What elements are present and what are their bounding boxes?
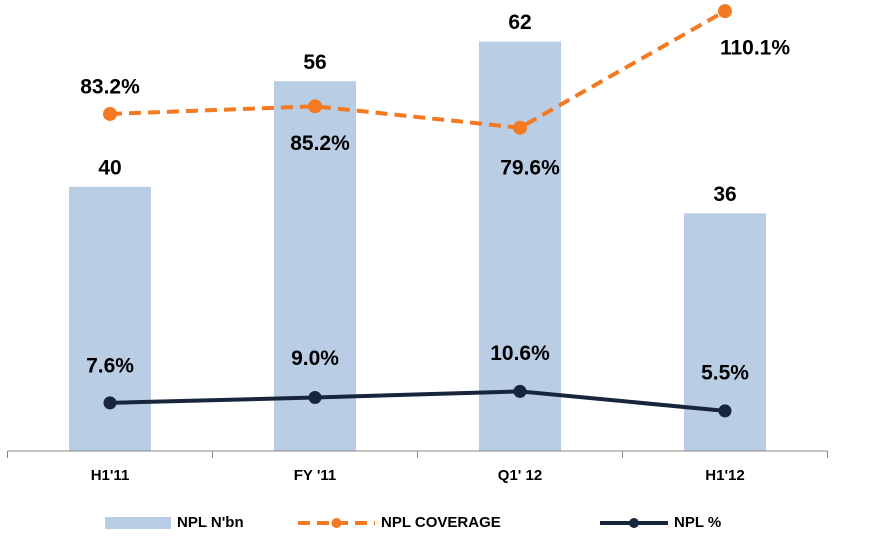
- legend-marker: [331, 518, 342, 528]
- bar: [274, 81, 356, 451]
- marker: [308, 391, 322, 405]
- legend-swatch: [105, 517, 171, 529]
- line: [109, 9, 726, 130]
- data-label: 83.2%: [80, 76, 140, 99]
- legend-label: NPL N'bn: [177, 514, 244, 531]
- data-label: 56: [303, 51, 326, 74]
- marker: [718, 404, 732, 418]
- line: [109, 389, 726, 413]
- marker: [513, 384, 527, 398]
- legend-label: NPL COVERAGE: [381, 514, 501, 531]
- data-label: 85.2%: [290, 132, 350, 155]
- data-label: 7.6%: [86, 354, 134, 377]
- data-label: 36: [713, 183, 736, 206]
- marker: [308, 99, 322, 114]
- marker: [718, 4, 732, 19]
- bar: [479, 41, 561, 451]
- data-label: 40: [98, 156, 121, 179]
- x-tick-label: Q1' 12: [498, 467, 542, 484]
- legend-label: NPL %: [674, 514, 721, 531]
- marker: [513, 120, 527, 135]
- data-label: 10.6%: [490, 342, 550, 365]
- data-label: 110.1%: [720, 37, 790, 60]
- x-tick-label: H1'11: [91, 467, 130, 484]
- data-label: 62: [508, 11, 531, 34]
- marker: [103, 106, 117, 121]
- data-label: 9.0%: [291, 347, 339, 370]
- data-label: 79.6%: [500, 156, 560, 179]
- x-tick-label: H1'12: [705, 467, 744, 484]
- legend-marker: [629, 518, 639, 528]
- bar: [69, 186, 151, 451]
- x-tick-label: FY '11: [294, 467, 337, 484]
- data-label: 5.5%: [701, 361, 749, 384]
- marker: [103, 396, 117, 410]
